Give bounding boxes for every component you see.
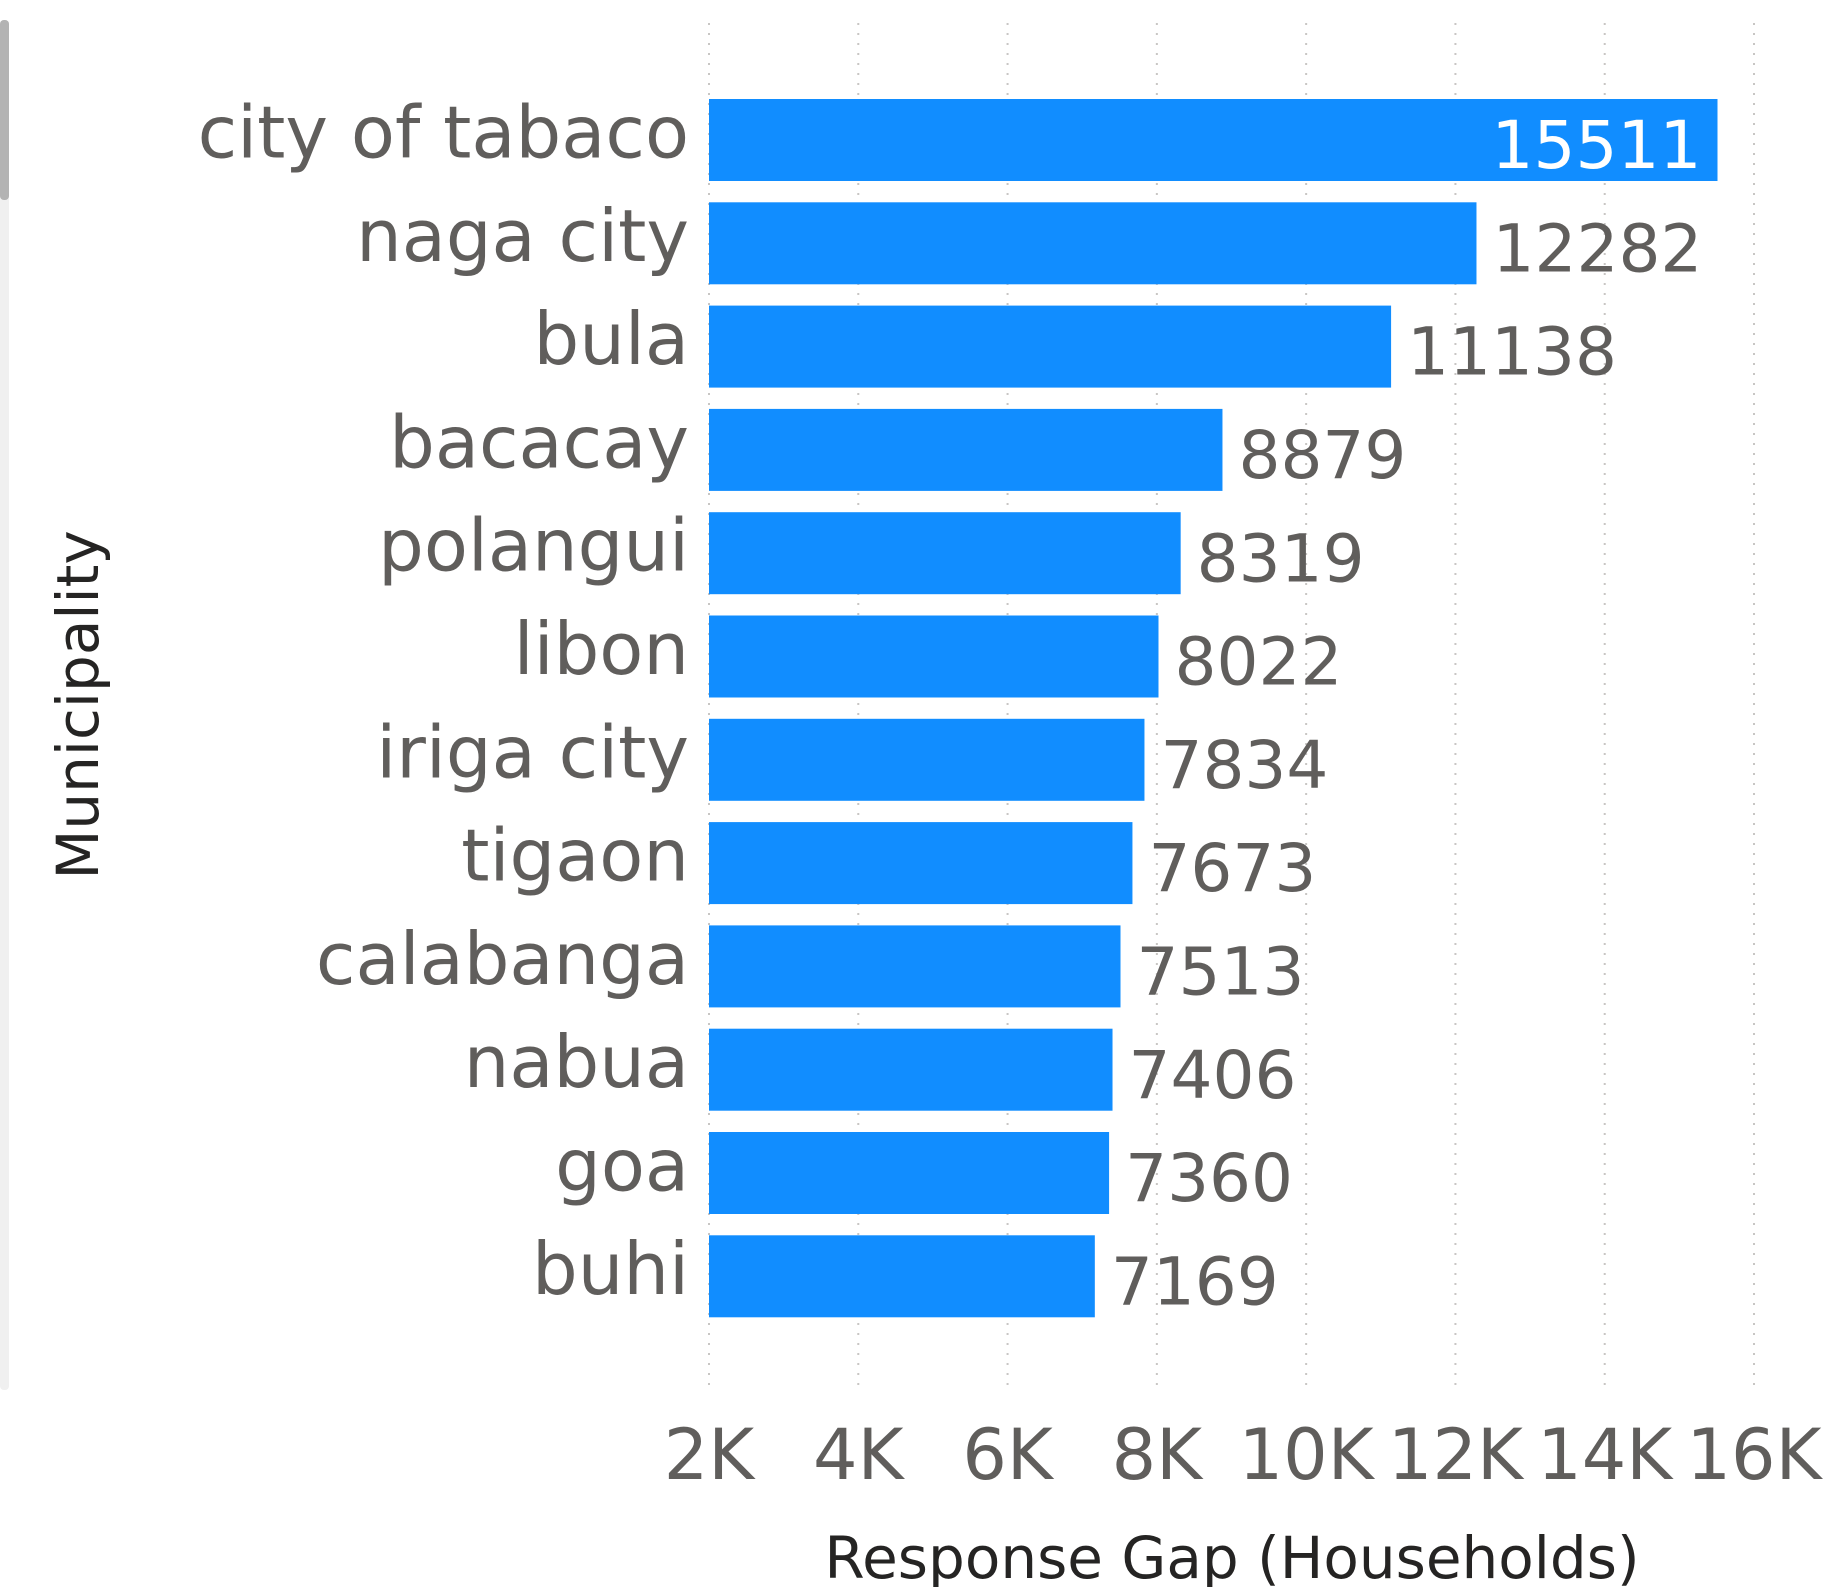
- data-label: 8879: [1238, 417, 1406, 494]
- data-label: 7513: [1137, 933, 1305, 1010]
- data-label: 8319: [1197, 520, 1365, 597]
- data-label: 7360: [1125, 1140, 1293, 1217]
- data-label: 7406: [1129, 1037, 1297, 1114]
- y-tick-label: city of tabaco: [198, 91, 689, 175]
- bar: [709, 1028, 1113, 1111]
- scroll-track: [0, 20, 9, 1390]
- y-tick-label: bula: [534, 297, 689, 381]
- bar: [709, 202, 1477, 285]
- bar: [709, 925, 1121, 1008]
- x-tick-label: 14K: [1537, 1414, 1674, 1496]
- data-label: 11138: [1407, 314, 1617, 391]
- y-tick-label: iriga city: [376, 710, 689, 794]
- scroll-thumb[interactable]: [0, 20, 9, 200]
- y-tick-label: polangui: [378, 504, 689, 588]
- y-tick-label: libon: [514, 607, 689, 691]
- y-tick-label: buhi: [532, 1227, 689, 1311]
- y-axis-title: Municipality: [44, 530, 112, 879]
- x-tick-label: 8K: [1112, 1414, 1205, 1496]
- bar: [709, 1235, 1095, 1318]
- bar: [709, 305, 1392, 388]
- bar: [709, 718, 1145, 801]
- bar: [709, 512, 1181, 595]
- data-label: 15511: [1492, 107, 1702, 184]
- bar: [709, 822, 1133, 905]
- y-tick-label: goa: [555, 1124, 689, 1208]
- x-tick-label: 2K: [664, 1414, 757, 1496]
- data-label: 7169: [1111, 1243, 1279, 1320]
- bar: [709, 615, 1159, 698]
- y-tick-label: nabua: [464, 1020, 689, 1104]
- y-tick-label: calabanga: [316, 917, 689, 1001]
- y-tick-label: tigaon: [461, 814, 689, 898]
- data-label: 7673: [1148, 830, 1316, 907]
- y-tick-label: naga city: [356, 194, 689, 278]
- bar: [709, 1132, 1110, 1214]
- x-tick-label: 10K: [1239, 1414, 1376, 1496]
- x-axis-title: Response Gap (Households): [824, 1524, 1639, 1587]
- y-tick-label: bacacay: [389, 400, 689, 484]
- data-label: 8022: [1174, 624, 1342, 701]
- data-label: 12282: [1492, 210, 1702, 287]
- bar: [709, 408, 1223, 491]
- x-tick-label: 16K: [1687, 1414, 1824, 1496]
- x-tick-label: 4K: [813, 1414, 906, 1496]
- x-tick-label: 12K: [1388, 1414, 1525, 1496]
- x-tick-label: 6K: [962, 1414, 1055, 1496]
- data-label: 7834: [1160, 727, 1328, 804]
- bar: [709, 99, 1718, 181]
